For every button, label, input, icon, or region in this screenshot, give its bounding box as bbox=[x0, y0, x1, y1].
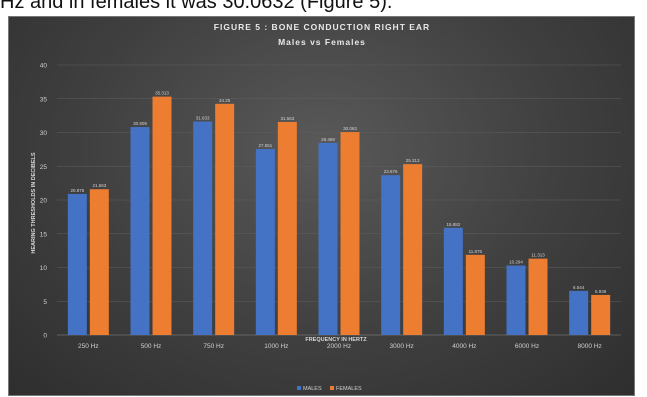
legend-label: MALES bbox=[303, 386, 322, 392]
data-label: 11.313 bbox=[531, 253, 545, 258]
data-label: 30.809 bbox=[133, 121, 147, 126]
y-tick-label: 20 bbox=[40, 198, 48, 205]
x-tick-label: 3000 Hz bbox=[390, 343, 414, 350]
bar-females bbox=[403, 164, 423, 335]
x-tick-label: 750 Hz bbox=[203, 343, 224, 350]
data-label: 11.875 bbox=[469, 249, 483, 254]
y-tick-label: 15 bbox=[40, 231, 48, 238]
bar-females bbox=[465, 254, 485, 335]
bar-females bbox=[528, 258, 548, 335]
data-label: 15.882 bbox=[446, 222, 460, 227]
chart-panel: FIGURE 5 : BONE CONDUCTION RIGHT EAR Mal… bbox=[8, 16, 635, 396]
data-label: 20.876 bbox=[70, 188, 84, 193]
data-label: 31.633 bbox=[196, 115, 210, 120]
data-label: 21.563 bbox=[92, 183, 106, 188]
bar-females bbox=[277, 121, 297, 335]
y-tick-label: 10 bbox=[40, 265, 48, 272]
data-label: 35.313 bbox=[155, 91, 169, 96]
data-label: 23.676 bbox=[384, 169, 398, 174]
bars: 20.876 21.563 30.809 35.313 31.633 34.25 27.55… bbox=[67, 91, 611, 336]
chart-title: FIGURE 5 : BONE CONDUCTION RIGHT EAR bbox=[214, 22, 430, 32]
legend-label: FEMALES bbox=[336, 386, 362, 392]
y-axis-label: HEARING THRESHOLDS IN DECIBELS bbox=[31, 152, 37, 253]
y-tick-label: 5 bbox=[43, 299, 47, 306]
bar-males bbox=[255, 149, 275, 335]
data-label: 27.551 bbox=[258, 143, 272, 148]
x-tick-label: 2000 Hz bbox=[327, 343, 351, 350]
x-axis-label: FREQUENCY IN HERTZ bbox=[305, 337, 367, 343]
bar-males bbox=[506, 265, 526, 335]
bar-females bbox=[340, 132, 360, 335]
x-tick-label: 1000 Hz bbox=[264, 343, 288, 350]
data-label: 6.544 bbox=[573, 285, 585, 290]
data-label: 34.25 bbox=[219, 98, 231, 103]
bar-males bbox=[193, 121, 213, 335]
bar-females bbox=[591, 294, 611, 335]
legend-swatch-females bbox=[330, 386, 334, 390]
data-label: 25.313 bbox=[406, 158, 420, 163]
x-axis-ticks: 250 Hz 500 Hz 750 Hz 1000 Hz 2000 Hz 3000 Hz 4… bbox=[78, 343, 602, 350]
data-label: 30.063 bbox=[343, 126, 357, 131]
bar-females bbox=[215, 103, 235, 335]
y-tick-label: 30 bbox=[40, 130, 48, 137]
data-label: 28.469 bbox=[321, 137, 335, 142]
legend: MALES FEMALES bbox=[297, 386, 362, 392]
y-tick-label: 40 bbox=[40, 63, 48, 70]
bar-males bbox=[443, 227, 463, 335]
y-tick-label: 0 bbox=[43, 333, 47, 340]
y-tick-label: 25 bbox=[40, 164, 48, 171]
bar-males bbox=[318, 142, 338, 335]
bar-females bbox=[152, 96, 172, 335]
y-axis-ticks: 0 5 10 15 20 25 30 35 40 bbox=[40, 63, 48, 340]
x-tick-label: 250 Hz bbox=[78, 343, 99, 350]
y-tick-label: 35 bbox=[40, 96, 48, 103]
data-label: 5.938 bbox=[595, 289, 607, 294]
bar-males bbox=[569, 290, 589, 335]
data-label: 31.563 bbox=[280, 116, 294, 121]
chart-subtitle: Males vs Females bbox=[278, 37, 366, 47]
bar-males bbox=[381, 175, 401, 335]
bar-males bbox=[130, 127, 150, 336]
bar-males bbox=[67, 193, 87, 335]
page-caption: Hz and in females it was 30.0632 (Figure… bbox=[0, 0, 393, 13]
gridlines bbox=[57, 64, 621, 336]
x-tick-label: 6000 Hz bbox=[515, 343, 539, 350]
x-tick-label: 500 Hz bbox=[141, 343, 162, 350]
bar-females bbox=[89, 189, 109, 335]
data-label: 10.294 bbox=[509, 260, 523, 265]
bar-chart: FIGURE 5 : BONE CONDUCTION RIGHT EAR Mal… bbox=[31, 22, 621, 392]
x-tick-label: 8000 Hz bbox=[578, 343, 602, 350]
x-tick-label: 4000 Hz bbox=[452, 343, 476, 350]
legend-swatch-males bbox=[297, 386, 301, 390]
